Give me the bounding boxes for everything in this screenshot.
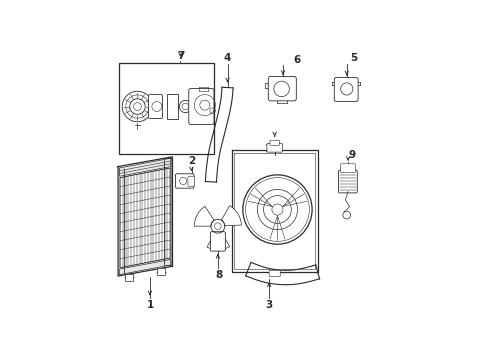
FancyBboxPatch shape	[167, 94, 178, 119]
Text: 5: 5	[350, 53, 357, 63]
Polygon shape	[120, 168, 170, 268]
FancyBboxPatch shape	[210, 232, 225, 251]
FancyBboxPatch shape	[341, 164, 355, 172]
FancyBboxPatch shape	[270, 140, 279, 145]
Polygon shape	[120, 260, 171, 275]
Text: 9: 9	[349, 150, 356, 161]
FancyBboxPatch shape	[339, 170, 357, 193]
Polygon shape	[120, 158, 171, 176]
Text: 1: 1	[147, 300, 153, 310]
FancyBboxPatch shape	[334, 77, 358, 102]
FancyBboxPatch shape	[269, 270, 280, 276]
Text: 3: 3	[266, 300, 273, 310]
FancyBboxPatch shape	[125, 274, 133, 281]
FancyBboxPatch shape	[269, 76, 296, 101]
Text: 10: 10	[265, 144, 279, 153]
Bar	[120, 63, 214, 154]
Text: 6: 6	[293, 55, 300, 65]
FancyBboxPatch shape	[175, 174, 194, 188]
Polygon shape	[221, 206, 242, 226]
Text: 2: 2	[188, 156, 195, 166]
Text: 7: 7	[177, 51, 184, 61]
Text: 4: 4	[224, 53, 231, 63]
Polygon shape	[207, 232, 230, 250]
FancyBboxPatch shape	[148, 95, 162, 118]
FancyBboxPatch shape	[189, 89, 214, 125]
Polygon shape	[195, 206, 214, 226]
Text: 8: 8	[216, 270, 223, 280]
FancyBboxPatch shape	[267, 144, 282, 152]
FancyBboxPatch shape	[188, 176, 195, 186]
FancyBboxPatch shape	[157, 268, 166, 275]
